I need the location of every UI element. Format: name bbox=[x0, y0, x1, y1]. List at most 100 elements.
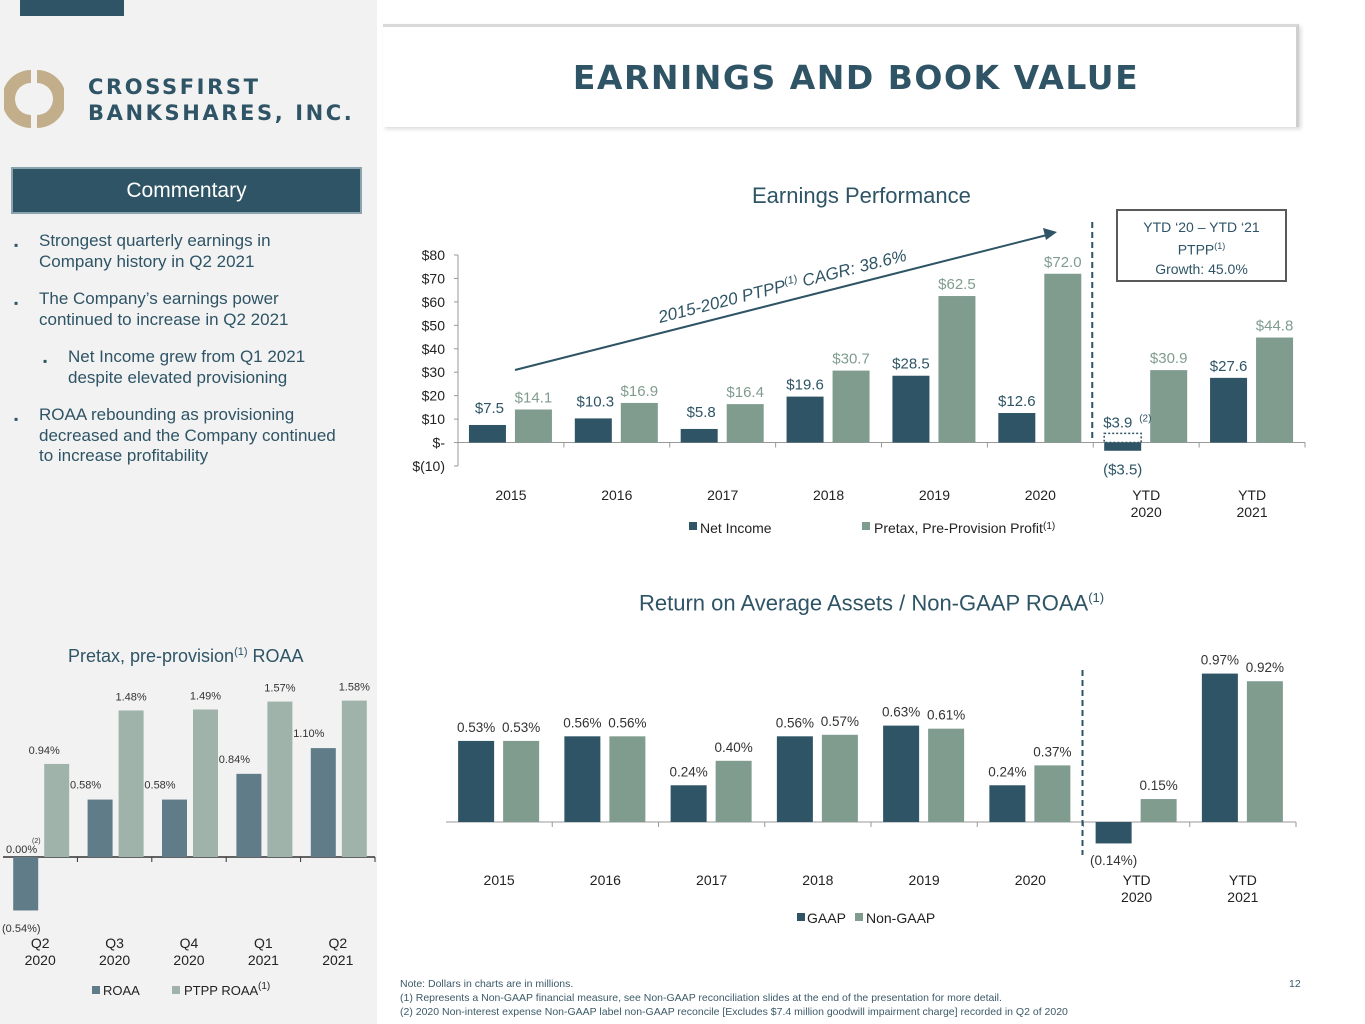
data-label: $16.4 bbox=[726, 384, 764, 401]
x-tick-label: 2020 bbox=[1131, 504, 1162, 520]
x-tick-label: Q4 bbox=[180, 935, 199, 951]
gaap-bar bbox=[670, 785, 707, 822]
footnote-note: Note: Dollars in charts are in millions. bbox=[400, 978, 574, 990]
x-tick-label: 2021 bbox=[1236, 504, 1267, 520]
net-income-bar bbox=[574, 418, 612, 443]
cagr-arrowhead-icon bbox=[1043, 228, 1057, 240]
data-label: $14.1 bbox=[515, 389, 553, 406]
data-label: $10.3 bbox=[577, 393, 615, 410]
y-tick-label: $30 bbox=[422, 364, 446, 380]
bullet-square-icon: ▪ bbox=[43, 354, 48, 368]
data-label: $62.5 bbox=[938, 276, 976, 293]
ptpp-bar bbox=[1044, 273, 1082, 443]
gaap-bar bbox=[776, 736, 813, 822]
x-tick-label: 2016 bbox=[601, 487, 632, 503]
net-income-bar bbox=[786, 396, 824, 443]
bullet-text-line: ROAA rebounding as provisioning bbox=[39, 405, 295, 424]
x-tick-label: 2021 bbox=[1227, 889, 1258, 905]
data-label: 0.63% bbox=[882, 705, 920, 720]
data-label: (0.54%) bbox=[2, 923, 41, 935]
non-gaap-bar bbox=[503, 740, 540, 822]
bullet-text-line: despite elevated provisioning bbox=[68, 367, 288, 387]
x-tick-label: 2020 bbox=[99, 952, 130, 968]
data-label: $5.8 bbox=[687, 404, 716, 421]
legend-swatch-gaap bbox=[797, 913, 805, 921]
x-tick-label: 2021 bbox=[248, 952, 279, 968]
x-tick-label: 2020 bbox=[1025, 487, 1056, 503]
bullet-text-line: decreased and the Company continued bbox=[39, 425, 336, 445]
x-tick-label: YTD bbox=[1238, 487, 1266, 503]
data-label: $12.6 bbox=[998, 393, 1036, 410]
ptpp-bar bbox=[1256, 337, 1294, 443]
y-tick-label: $20 bbox=[422, 388, 446, 404]
net-income-bar bbox=[680, 428, 718, 443]
data-label: $72.0 bbox=[1044, 254, 1082, 271]
data-label: 1.49% bbox=[190, 690, 221, 702]
x-tick-label: 2017 bbox=[696, 872, 727, 888]
data-label: 0.58% bbox=[70, 780, 101, 792]
net-income-bar bbox=[892, 375, 930, 443]
x-tick-label: YTD bbox=[1123, 872, 1151, 888]
data-label: $30.7 bbox=[832, 351, 870, 368]
data-label: 0.24% bbox=[988, 764, 1026, 779]
growth-box-line1: YTD ‘20 – YTD ‘21 bbox=[1143, 219, 1260, 235]
ptpp-roaa-bar bbox=[44, 763, 70, 857]
x-tick-label: 2018 bbox=[813, 487, 844, 503]
data-label: 0.92% bbox=[1246, 660, 1284, 675]
cagr-arrow-line bbox=[514, 234, 1048, 371]
bullet-text-line: The Company’s earnings power bbox=[39, 289, 279, 308]
data-label: 0.53% bbox=[457, 720, 495, 735]
commentary-bullet: ▪ The Company’s earnings power continued… bbox=[14, 289, 364, 330]
adjusted-data-label: $3.9 bbox=[1103, 414, 1132, 431]
bullet-square-icon: ▪ bbox=[14, 412, 19, 426]
non-gaap-bar bbox=[928, 728, 965, 822]
data-label: $19.6 bbox=[786, 377, 824, 394]
x-tick-label: 2018 bbox=[802, 872, 833, 888]
x-tick-label: YTD bbox=[1132, 487, 1160, 503]
ptpp-roaa-bar bbox=[341, 700, 367, 857]
x-tick-label: 2020 bbox=[25, 952, 56, 968]
data-label: $27.6 bbox=[1210, 358, 1248, 375]
data-label: 1.10% bbox=[293, 728, 324, 740]
legend-label: Net Income bbox=[700, 520, 772, 536]
adjusted-data-sup: (2) bbox=[32, 838, 41, 845]
gaap-bar bbox=[458, 740, 495, 822]
data-label: 1.58% bbox=[339, 682, 370, 694]
non-gaap-bar bbox=[1140, 799, 1177, 822]
y-tick-label: $80 bbox=[422, 247, 446, 263]
growth-box-sup: (1) bbox=[1214, 241, 1226, 251]
legend-swatch-net-income bbox=[689, 522, 697, 530]
x-tick-label: 2020 bbox=[1121, 889, 1152, 905]
chart-title-sup: (1) bbox=[1088, 590, 1105, 605]
x-tick-label: Q2 bbox=[328, 935, 347, 951]
x-tick-label: 2016 bbox=[590, 872, 621, 888]
earnings-chart-title: Earnings Performance bbox=[752, 183, 971, 208]
non-gaap-bar bbox=[821, 734, 858, 822]
chart-title-tail: ROAA bbox=[247, 646, 304, 666]
title-frame bbox=[383, 24, 1299, 127]
ptpp-roaa-bar bbox=[267, 701, 293, 857]
x-tick-label: Q2 bbox=[31, 935, 50, 951]
company-name-line1: CROSSFIRST bbox=[88, 75, 261, 99]
chart-title-sup: (1) bbox=[234, 646, 248, 658]
bullet-square-icon: ▪ bbox=[14, 296, 19, 310]
data-label: 0.84% bbox=[219, 754, 250, 766]
non-gaap-bar bbox=[1034, 765, 1071, 822]
data-label: 0.15% bbox=[1139, 778, 1177, 793]
x-tick-label: 2017 bbox=[707, 487, 738, 503]
adjusted-data-label: 0.00% bbox=[6, 844, 37, 856]
data-label: 0.53% bbox=[502, 720, 540, 735]
growth-box-ptpp: PTPP bbox=[1177, 241, 1215, 258]
cagr-label: 2015-2020 PTPP(1) CAGR: 38.6% bbox=[655, 246, 908, 327]
ptpp-growth-box: YTD ‘20 – YTD ‘21 PTPP(1) Growth: 45.0% bbox=[1116, 209, 1287, 282]
x-tick-label: YTD bbox=[1229, 872, 1257, 888]
ptpp-bar bbox=[620, 402, 658, 443]
net-income-bar bbox=[1210, 377, 1248, 443]
gaap-bar bbox=[564, 736, 601, 822]
legend-label: PTPP ROAA bbox=[184, 983, 259, 998]
data-label: 0.61% bbox=[927, 708, 965, 723]
legend-sup: (1) bbox=[1043, 521, 1055, 532]
x-tick-label: Q1 bbox=[254, 935, 273, 951]
data-label: (0.14%) bbox=[1090, 853, 1137, 868]
ptpp-roaa-bar bbox=[118, 710, 144, 857]
